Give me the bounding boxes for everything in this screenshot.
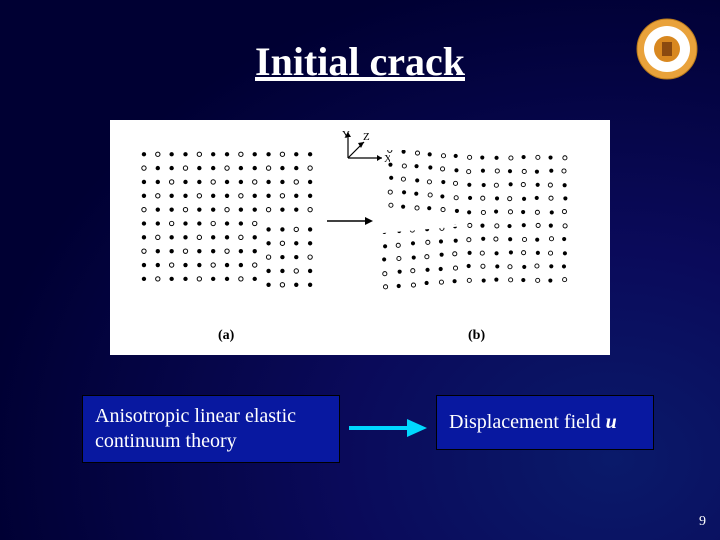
displacement-var: u [606, 411, 617, 433]
theory-line1: Anisotropic linear elastic [95, 405, 296, 427]
theory-box: Anisotropic linear elastic continuum the… [82, 395, 340, 463]
slide-title: Initial crack [255, 38, 465, 85]
panel-b-label: (b) [468, 328, 485, 344]
displacement-prefix: Displacement field [449, 411, 606, 433]
figure-panel: X Y Z (a) (b) [110, 120, 610, 355]
svg-text:Z: Z [363, 131, 370, 143]
displacement-box: Displacement field u [436, 395, 654, 450]
slide-number: 9 [699, 514, 706, 530]
transform-arrow [325, 215, 375, 227]
panel-a-label: (a) [218, 328, 234, 344]
axes-xyz: X Y Z [330, 128, 390, 168]
lattice-b [382, 150, 582, 305]
university-logo [636, 18, 698, 80]
lattice-a [140, 150, 320, 295]
svg-text:Y: Y [342, 129, 350, 141]
flow-arrow [347, 417, 429, 439]
theory-line2: continuum theory [95, 430, 237, 452]
